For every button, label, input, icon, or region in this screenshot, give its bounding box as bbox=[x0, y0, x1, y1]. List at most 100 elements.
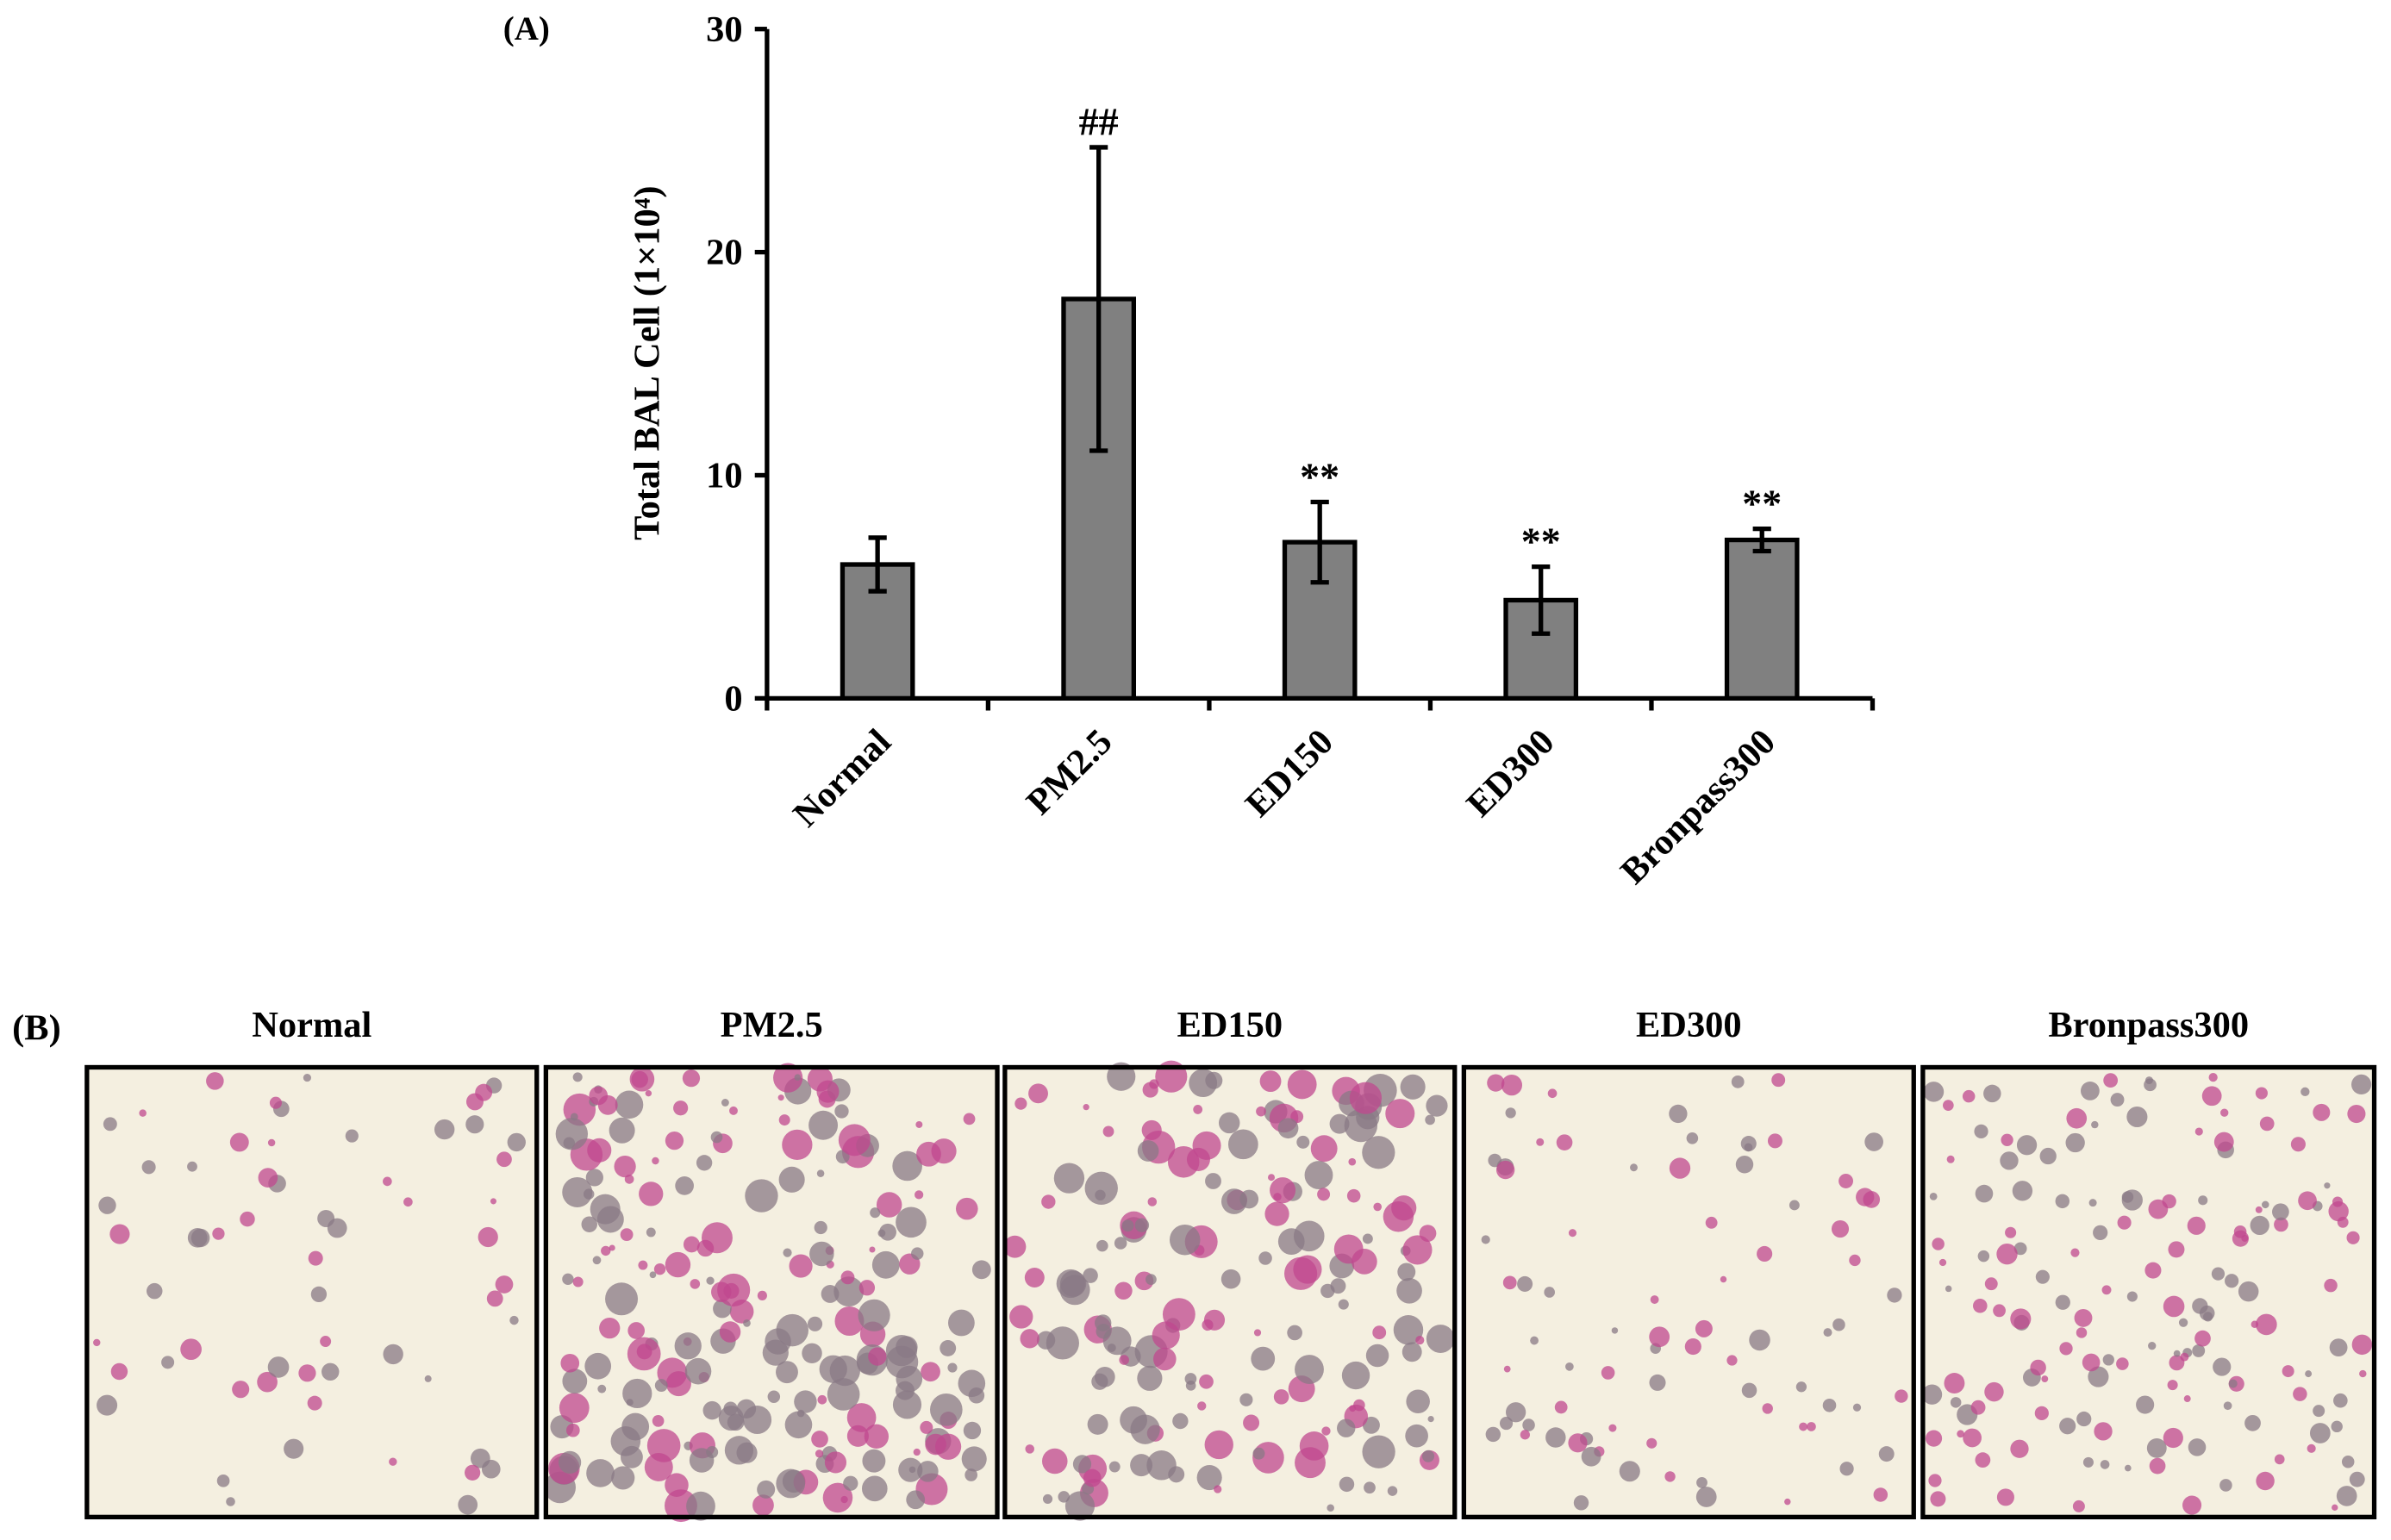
cell bbox=[2082, 1456, 2094, 1468]
cell bbox=[913, 1448, 921, 1456]
cell bbox=[1974, 1124, 1988, 1139]
cell bbox=[2072, 1499, 2085, 1512]
cell bbox=[1921, 1384, 1943, 1405]
cell bbox=[1762, 1403, 1773, 1414]
cell bbox=[1646, 1437, 1657, 1449]
cell bbox=[789, 1254, 813, 1278]
cell bbox=[1185, 1381, 1196, 1391]
cell bbox=[486, 1290, 503, 1307]
cell bbox=[2223, 1401, 2232, 1411]
cell bbox=[2305, 1370, 2313, 1378]
cell bbox=[864, 1424, 890, 1449]
cell bbox=[1287, 1325, 1302, 1341]
cell bbox=[2244, 1414, 2261, 1431]
cell bbox=[1839, 1462, 1854, 1476]
cell bbox=[1317, 1188, 1331, 1201]
cell bbox=[1204, 1430, 1233, 1460]
cell bbox=[2255, 1206, 2263, 1213]
cell bbox=[1344, 1108, 1378, 1143]
cell bbox=[1887, 1287, 1902, 1303]
cell bbox=[665, 1251, 691, 1278]
cell bbox=[1556, 1134, 1573, 1150]
cell bbox=[1329, 1113, 1350, 1134]
y-tick-label: 20 bbox=[706, 233, 742, 273]
cell bbox=[925, 1433, 946, 1456]
cell bbox=[1984, 1277, 1998, 1291]
cell bbox=[689, 1448, 715, 1473]
cell bbox=[745, 1179, 778, 1213]
cell bbox=[1349, 1082, 1383, 1114]
cell bbox=[1740, 1136, 1757, 1152]
cell bbox=[921, 1362, 940, 1382]
cell bbox=[2213, 1132, 2234, 1152]
cell bbox=[815, 1450, 824, 1458]
cell bbox=[821, 1285, 840, 1303]
cell bbox=[1554, 1400, 1568, 1414]
cell bbox=[1153, 1347, 1177, 1371]
cell bbox=[2094, 1422, 2113, 1441]
micrograph-frame bbox=[543, 1064, 1000, 1520]
cell bbox=[963, 1421, 982, 1440]
cell bbox=[1501, 1074, 1523, 1096]
cell bbox=[838, 1124, 871, 1157]
cell bbox=[1977, 1250, 1990, 1263]
cell bbox=[2167, 1380, 2178, 1391]
cell bbox=[1536, 1138, 1545, 1146]
cell bbox=[1502, 1275, 1517, 1290]
cell bbox=[161, 1356, 175, 1369]
cell bbox=[2116, 1357, 2129, 1370]
cell bbox=[1832, 1318, 1845, 1331]
cell bbox=[389, 1457, 397, 1466]
cell bbox=[1856, 1188, 1875, 1206]
cell bbox=[784, 1411, 813, 1439]
cell bbox=[2173, 1350, 2181, 1357]
cell bbox=[1975, 1184, 1994, 1203]
cell bbox=[1767, 1133, 1782, 1149]
cell bbox=[1064, 1491, 1096, 1521]
cell bbox=[212, 1227, 225, 1240]
cell bbox=[2088, 1199, 2097, 1207]
cell bbox=[1346, 1188, 1361, 1203]
cell bbox=[1864, 1132, 1883, 1151]
cell bbox=[1749, 1329, 1770, 1351]
cell bbox=[1327, 1504, 1334, 1512]
cell bbox=[2103, 1073, 2119, 1088]
cell bbox=[929, 1393, 963, 1426]
micrograph bbox=[1461, 1064, 1916, 1520]
cell bbox=[624, 1174, 634, 1184]
cell bbox=[2233, 1225, 2247, 1238]
cell bbox=[257, 1371, 278, 1393]
cell bbox=[816, 1169, 825, 1177]
cell bbox=[2041, 1375, 2049, 1382]
cell bbox=[1341, 1361, 1370, 1390]
cell bbox=[869, 1246, 876, 1253]
cell bbox=[1426, 1094, 1448, 1117]
cell bbox=[1036, 1331, 1056, 1350]
cell bbox=[1963, 1428, 1982, 1448]
cell bbox=[1942, 1100, 1954, 1111]
cell bbox=[622, 1378, 652, 1409]
cell bbox=[572, 1276, 584, 1287]
cell bbox=[682, 1069, 701, 1088]
cell bbox=[1338, 1299, 1349, 1310]
cell bbox=[609, 1244, 615, 1251]
micrograph-frame bbox=[1461, 1064, 1916, 1520]
cell bbox=[139, 1109, 147, 1117]
cell bbox=[627, 1322, 646, 1339]
cell bbox=[686, 1491, 715, 1521]
cell bbox=[434, 1119, 455, 1140]
x-tick-label: Normal bbox=[785, 721, 899, 835]
cell bbox=[1293, 1220, 1325, 1252]
cell bbox=[1102, 1326, 1132, 1356]
cell bbox=[93, 1338, 101, 1347]
cell bbox=[814, 1220, 827, 1235]
cell bbox=[827, 1378, 860, 1411]
cell bbox=[187, 1161, 197, 1172]
cell bbox=[2329, 1338, 2348, 1357]
cell bbox=[652, 1415, 665, 1427]
cell bbox=[665, 1131, 684, 1150]
cell bbox=[1895, 1389, 1908, 1403]
cell bbox=[599, 1318, 621, 1339]
cell bbox=[811, 1431, 828, 1448]
cell bbox=[971, 1260, 991, 1280]
